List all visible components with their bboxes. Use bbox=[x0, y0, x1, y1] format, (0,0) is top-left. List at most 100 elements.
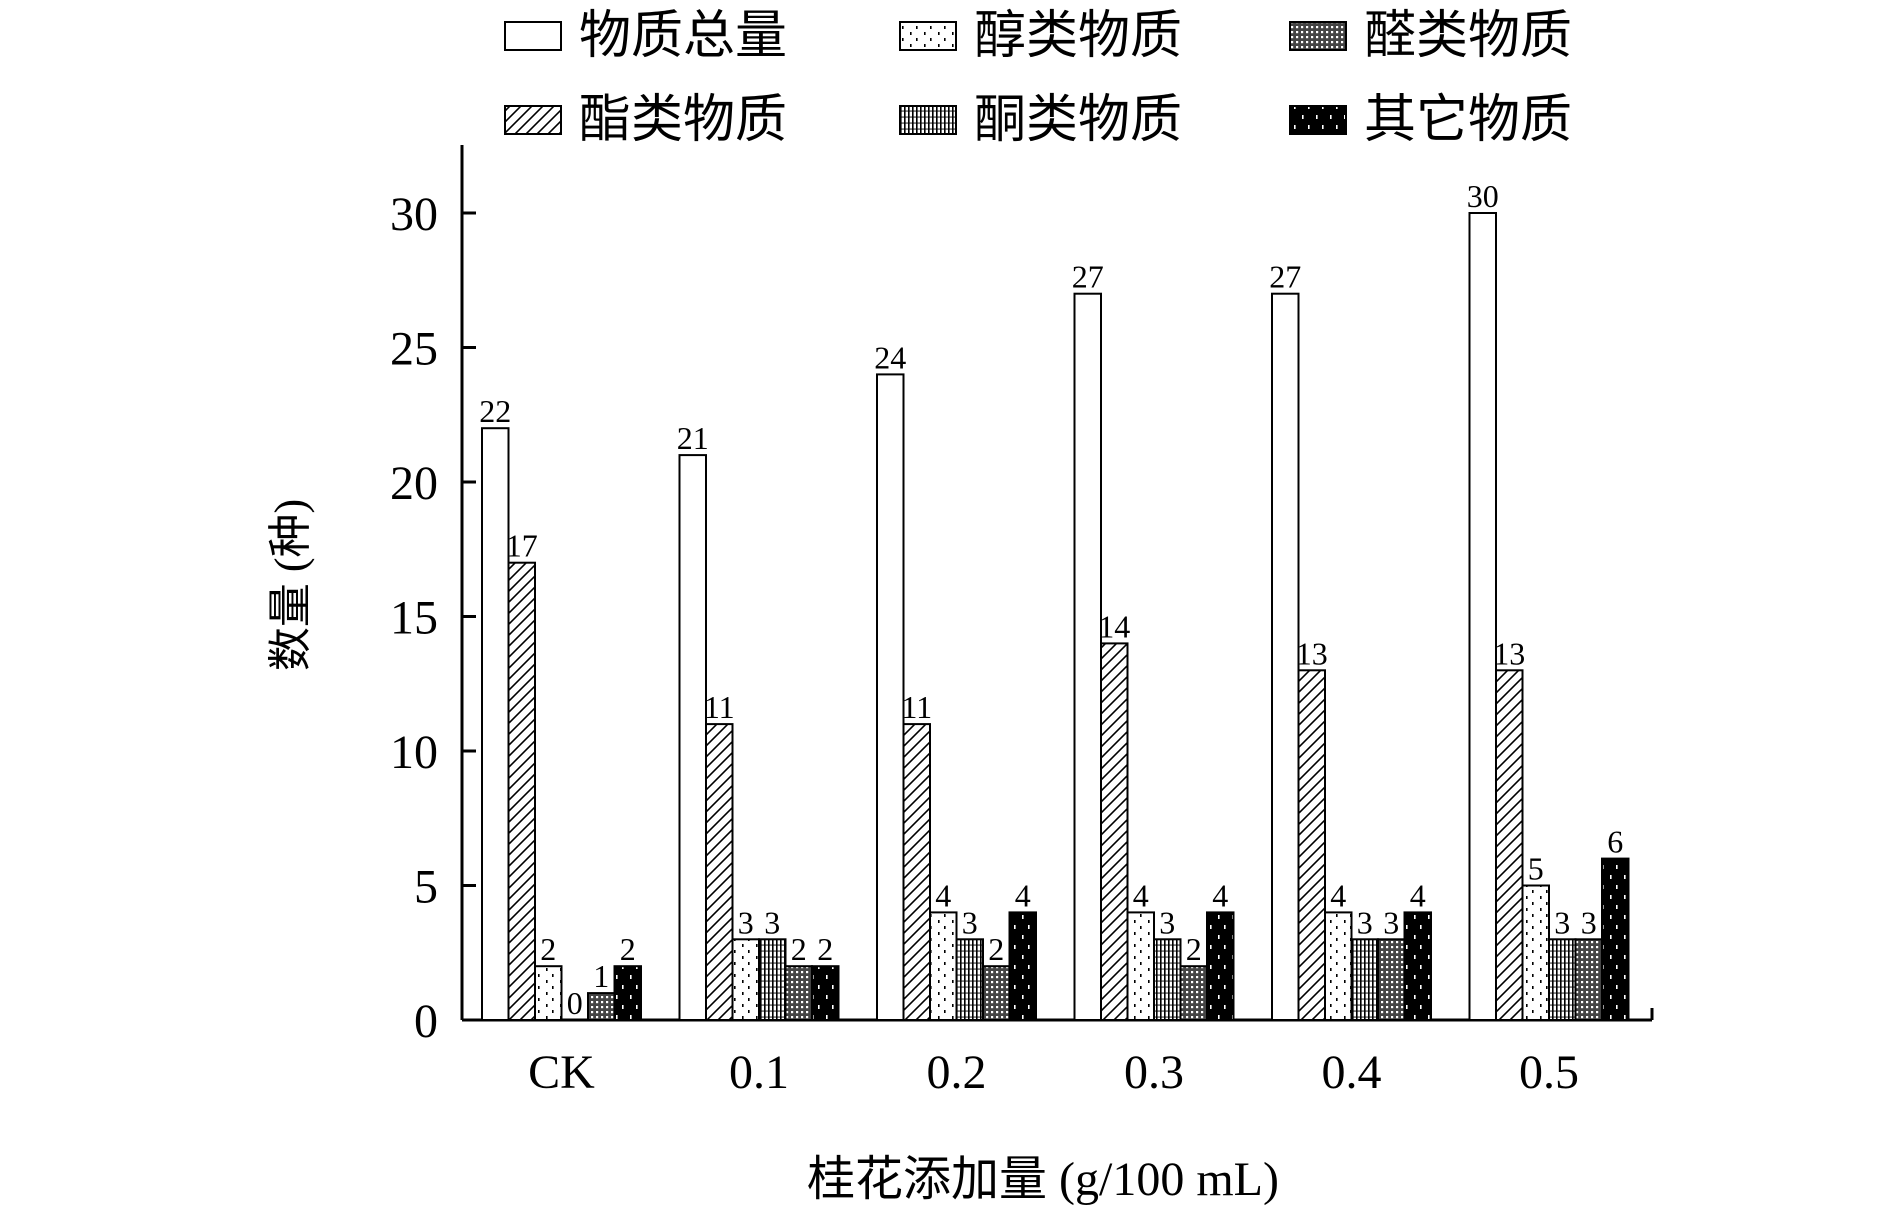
x-tick-label: 0.5 bbox=[1519, 1046, 1579, 1099]
bar bbox=[1073, 292, 1102, 1021]
bar-value-label: 5 bbox=[1528, 851, 1544, 887]
bar bbox=[758, 938, 787, 1021]
bar bbox=[1271, 292, 1300, 1021]
bar-value-label: 2 bbox=[1186, 931, 1202, 967]
bar-value-label: 11 bbox=[901, 689, 932, 725]
bar-value-label: 3 bbox=[738, 904, 754, 940]
legend-swatch bbox=[504, 105, 562, 135]
bar bbox=[731, 938, 760, 1021]
legend-label: 醛类物质 bbox=[1364, 8, 1572, 65]
bar-value-label: 22 bbox=[479, 393, 511, 429]
y-tick-label: 15 bbox=[390, 592, 438, 645]
bar-value-label: 4 bbox=[1410, 877, 1426, 913]
bar bbox=[1574, 938, 1603, 1021]
bar-value-label: 3 bbox=[1159, 904, 1175, 940]
bar bbox=[507, 561, 536, 1021]
bar-value-label: 1 bbox=[593, 958, 609, 994]
legend-swatch bbox=[899, 21, 957, 51]
bar-value-label: 3 bbox=[764, 904, 780, 940]
legend-swatch bbox=[1289, 105, 1347, 135]
bar-value-label: 3 bbox=[1581, 904, 1597, 940]
bar bbox=[1297, 669, 1326, 1021]
bar-value-label: 4 bbox=[1330, 877, 1346, 913]
x-tick-label: CK bbox=[528, 1046, 595, 1099]
bar bbox=[1468, 212, 1497, 1021]
bar bbox=[955, 938, 984, 1021]
bars bbox=[481, 212, 1630, 1022]
bar-value-label: 6 bbox=[1607, 824, 1623, 860]
bar-value-label: 2 bbox=[620, 931, 636, 967]
y-axis-title: 数量 (种) bbox=[266, 499, 315, 671]
bar-value-label: 4 bbox=[935, 877, 951, 913]
bar bbox=[1008, 911, 1037, 1022]
y-tick-label: 10 bbox=[390, 726, 438, 779]
y-tick-label: 5 bbox=[414, 861, 438, 914]
bar-value-label: 3 bbox=[1383, 904, 1399, 940]
legend-label: 酮类物质 bbox=[974, 92, 1182, 149]
bar bbox=[1495, 669, 1524, 1021]
bar-value-label: 3 bbox=[962, 904, 978, 940]
bar bbox=[481, 427, 510, 1021]
y-tick-label: 20 bbox=[390, 457, 438, 510]
bar bbox=[1324, 911, 1353, 1022]
bar bbox=[1601, 857, 1630, 1021]
x-tick-label: 0.3 bbox=[1124, 1046, 1184, 1099]
bar-value-label: 3 bbox=[1554, 904, 1570, 940]
bar bbox=[1179, 965, 1208, 1022]
bar bbox=[678, 454, 707, 1022]
bar bbox=[705, 723, 734, 1021]
bar bbox=[902, 723, 931, 1021]
bar-value-label: 2 bbox=[988, 931, 1004, 967]
bar-value-label: 30 bbox=[1467, 178, 1499, 214]
bar bbox=[876, 373, 905, 1021]
legend-label: 物质总量 bbox=[579, 8, 787, 65]
legend-swatch bbox=[899, 105, 957, 135]
bar bbox=[1403, 911, 1432, 1022]
bar bbox=[1153, 938, 1182, 1021]
bar-value-label: 4 bbox=[1133, 877, 1149, 913]
bar bbox=[1100, 642, 1129, 1022]
bar-value-label: 2 bbox=[791, 931, 807, 967]
bar-value-label: 2 bbox=[540, 931, 556, 967]
bar bbox=[1206, 911, 1235, 1022]
bar bbox=[1548, 938, 1577, 1021]
bar-value-label: 4 bbox=[1212, 877, 1228, 913]
bar-value-label: 24 bbox=[874, 339, 906, 375]
bar bbox=[1521, 884, 1550, 1021]
bar bbox=[534, 965, 563, 1022]
y-tick-label: 0 bbox=[414, 995, 438, 1048]
bar-value-label: 17 bbox=[506, 528, 538, 564]
bar-value-label: 4 bbox=[1015, 877, 1031, 913]
bar-value-label: 2 bbox=[817, 931, 833, 967]
y-tick-label: 25 bbox=[390, 323, 438, 376]
bar bbox=[929, 911, 958, 1022]
x-tick-label: 0.4 bbox=[1322, 1046, 1382, 1099]
y-tick-label: 30 bbox=[390, 188, 438, 241]
legend-label: 其它物质 bbox=[1364, 92, 1572, 149]
bar-value-label: 14 bbox=[1098, 608, 1130, 644]
bar-value-label: 13 bbox=[1493, 635, 1525, 671]
legend-label: 酯类物质 bbox=[579, 92, 787, 149]
bar-value-label: 11 bbox=[704, 689, 735, 725]
bar bbox=[982, 965, 1011, 1022]
bar bbox=[1126, 911, 1155, 1022]
bar bbox=[587, 992, 616, 1021]
x-tick-label: 0.2 bbox=[927, 1046, 987, 1099]
bar-value-label: 3 bbox=[1357, 904, 1373, 940]
bar-value-label: 0 bbox=[567, 985, 583, 1021]
bar-value-label: 21 bbox=[677, 420, 709, 456]
legend-swatch bbox=[504, 21, 562, 51]
bar-value-label: 27 bbox=[1072, 259, 1104, 295]
x-tick-label: 0.1 bbox=[729, 1046, 789, 1099]
bar bbox=[784, 965, 813, 1022]
bar-value-label: 13 bbox=[1296, 635, 1328, 671]
bar-value-label: 27 bbox=[1269, 259, 1301, 295]
bar bbox=[811, 965, 840, 1022]
legend-swatch bbox=[1289, 21, 1347, 51]
legend-label: 醇类物质 bbox=[974, 8, 1182, 65]
